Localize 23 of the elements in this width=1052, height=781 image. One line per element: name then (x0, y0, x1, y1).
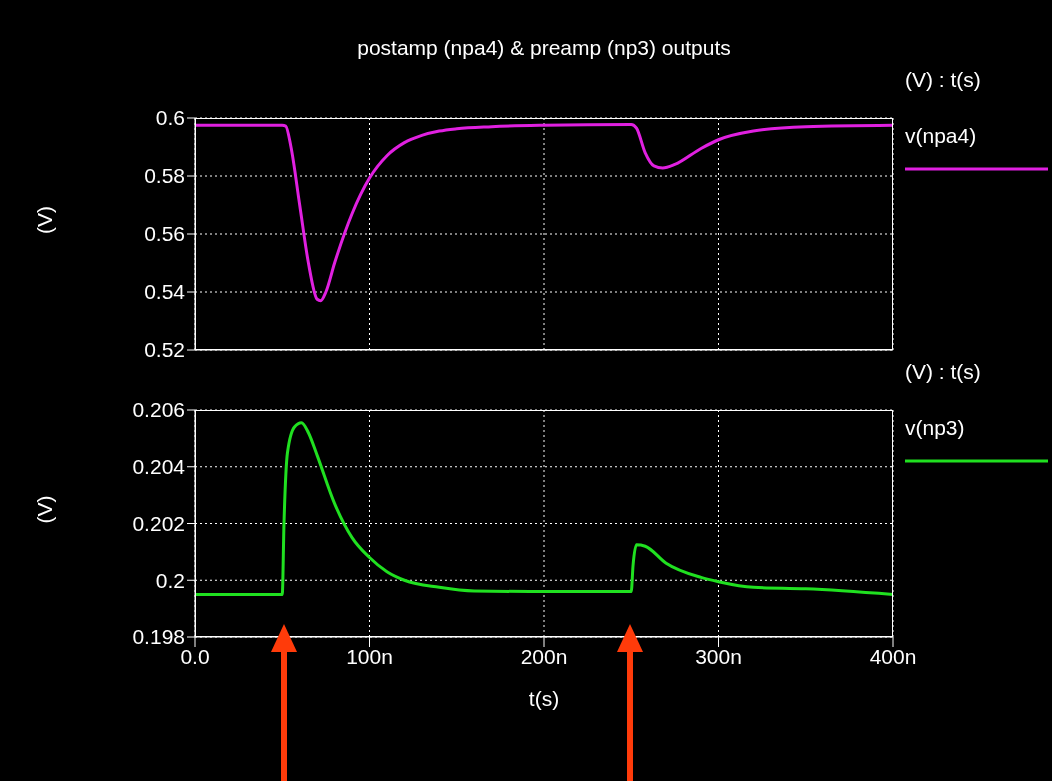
y-tick-label: 0.202 (132, 511, 185, 535)
y-axis-title: (V) (33, 495, 57, 524)
y-tick-label: 0.58 (144, 164, 185, 188)
y-tick-label: 0.204 (132, 455, 186, 479)
x-tick-label: 200n (520, 644, 568, 668)
line-series (195, 421, 893, 596)
y-tick-label: 0.206 (132, 398, 185, 422)
text: v(np3) (905, 416, 966, 441)
y-tick-label: 0.56 (144, 222, 185, 246)
x-tick-label: 400n (869, 644, 917, 668)
legend-title: (V) : t(s) (905, 68, 982, 93)
chart-title: postamp (npa4) & preamp (np3) outputs (356, 36, 732, 60)
legend-title: (V) : t(s) (905, 360, 982, 385)
y-tick-label: 0.52 (144, 338, 185, 362)
y-axis-title: (V) (33, 206, 57, 234)
x-tick-label: 300n (695, 644, 742, 668)
y-tick-label: 0.54 (144, 280, 186, 304)
y-tick-label: 0.2 (155, 568, 185, 592)
y-tick-label: 0.6 (155, 106, 185, 130)
series-label: v(npa4) (905, 124, 978, 149)
line-series (195, 122, 893, 303)
x-tick-label: 100n (346, 644, 393, 668)
x-axis-title: t(s) (528, 687, 560, 710)
